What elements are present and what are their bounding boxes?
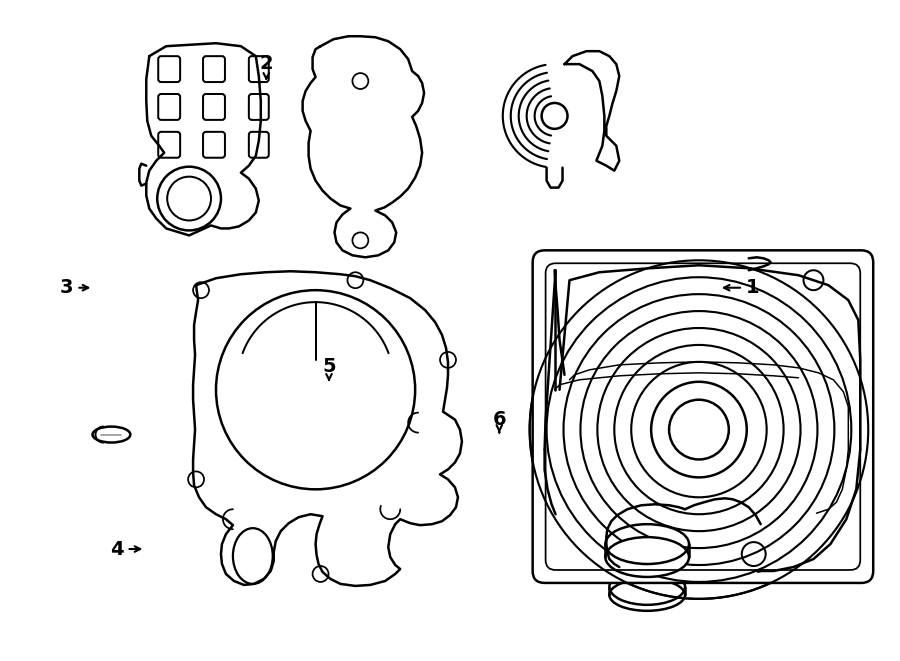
FancyBboxPatch shape xyxy=(158,56,180,82)
Ellipse shape xyxy=(606,537,689,577)
FancyBboxPatch shape xyxy=(158,132,180,158)
Text: 3: 3 xyxy=(59,278,73,297)
Text: 5: 5 xyxy=(322,357,336,376)
Text: 1: 1 xyxy=(746,278,760,297)
Text: 4: 4 xyxy=(110,539,123,559)
FancyBboxPatch shape xyxy=(248,94,269,120)
FancyBboxPatch shape xyxy=(248,56,269,82)
FancyBboxPatch shape xyxy=(203,132,225,158)
Text: 6: 6 xyxy=(492,410,506,429)
FancyBboxPatch shape xyxy=(158,94,180,120)
FancyBboxPatch shape xyxy=(203,56,225,82)
FancyBboxPatch shape xyxy=(248,132,269,158)
Text: 2: 2 xyxy=(259,54,273,73)
FancyBboxPatch shape xyxy=(533,251,873,583)
FancyBboxPatch shape xyxy=(203,94,225,120)
